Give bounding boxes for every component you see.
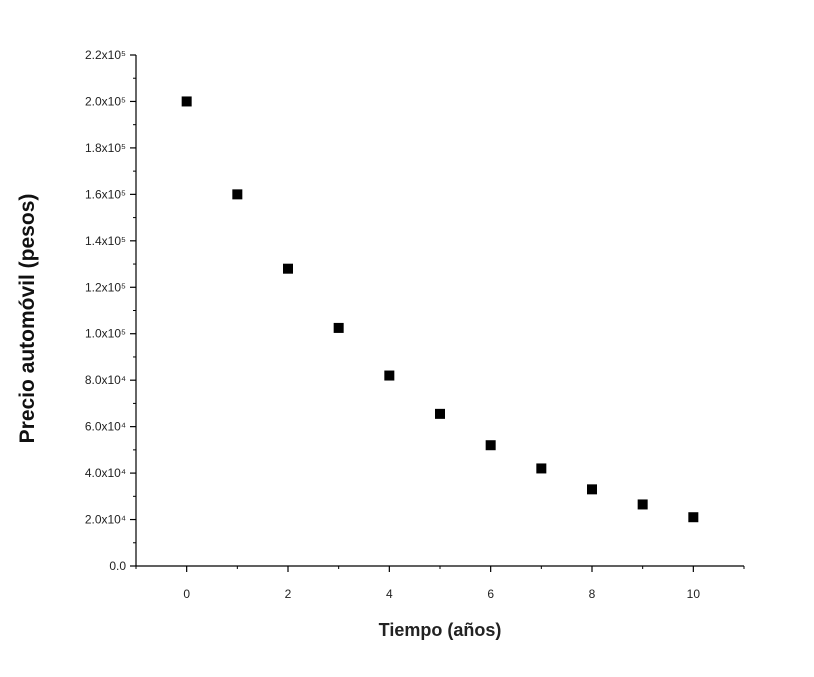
x-tick-label: 0 <box>183 587 190 601</box>
axes <box>135 55 744 567</box>
data-point <box>181 96 192 107</box>
data-point <box>587 484 597 495</box>
x-axis-label: Tiempo (años) <box>379 620 502 640</box>
data-point <box>485 440 496 451</box>
data-point <box>536 463 547 474</box>
data-point <box>637 499 648 510</box>
y-tick-label: 0.0 <box>109 559 126 573</box>
data-points <box>181 96 699 523</box>
y-tick-label: 1.8x10⁵ <box>85 141 126 155</box>
y-tick-label: 8.0x10⁴ <box>85 373 126 387</box>
x-tick-label: 8 <box>589 587 596 601</box>
y-tick-label: 1.2x10⁵ <box>85 280 126 294</box>
data-point <box>283 263 293 274</box>
data-point <box>435 408 445 419</box>
y-ticks: 0.0 2.0x10⁴ 4.0x10⁴ 6.0x10⁴ 8.0x10⁴ 1.0x10⁵ 1.… <box>85 48 136 573</box>
y-tick-label: 1.4x10⁵ <box>85 234 126 248</box>
x-tick-label: 2 <box>285 587 292 601</box>
y-tick-label: 2.0x10⁴ <box>85 513 126 527</box>
data-point <box>688 512 699 523</box>
data-point <box>384 370 395 381</box>
data-point <box>333 322 344 333</box>
y-tick-label: 1.6x10⁵ <box>85 187 126 201</box>
x-ticks: 0 2 4 6 8 10 <box>135 566 745 601</box>
y-tick-label: 2.0x10⁵ <box>85 94 126 108</box>
data-point <box>232 189 243 200</box>
x-tick-label: 6 <box>487 587 494 601</box>
y-axis-label: Precio automóvil (pesos) <box>16 194 39 444</box>
y-tick-label: 1.0x10⁵ <box>85 327 126 341</box>
y-tick-label: 6.0x10⁴ <box>85 420 126 434</box>
y-tick-label: 2.2x10⁵ <box>85 48 126 62</box>
y-tick-label: 4.0x10⁴ <box>85 466 126 480</box>
x-tick-label: 10 <box>687 587 701 601</box>
x-tick-label: 4 <box>386 587 393 601</box>
